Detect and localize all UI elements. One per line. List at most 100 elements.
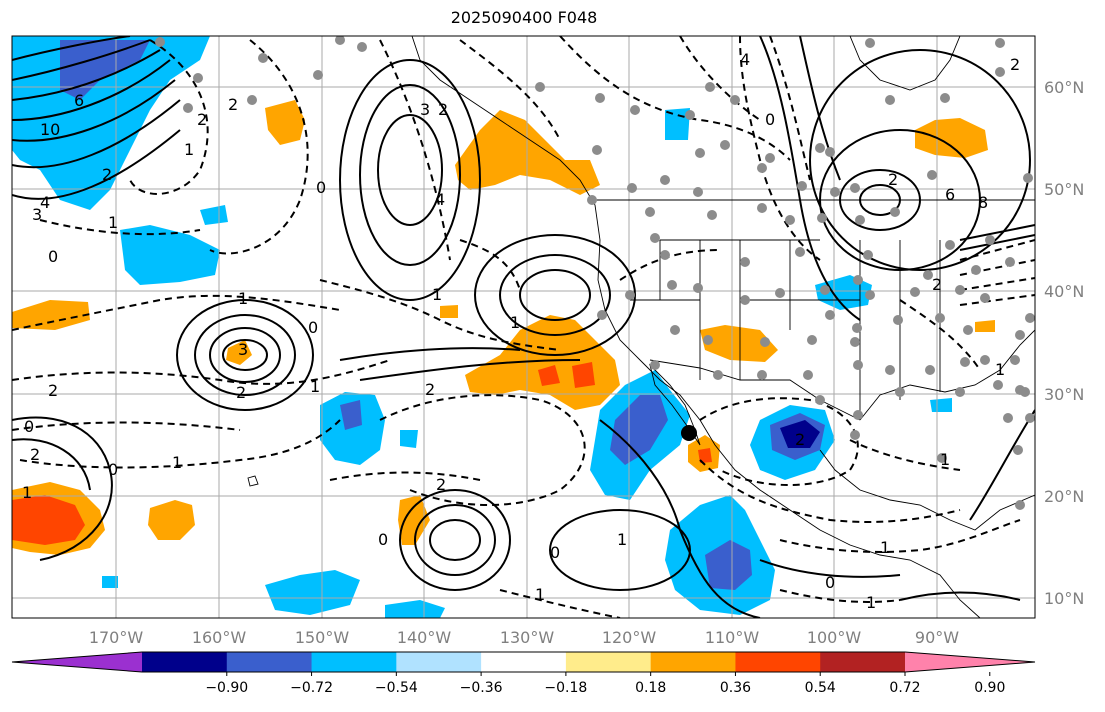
contour-label: 0 — [825, 573, 835, 592]
colorbar-extend-min — [12, 652, 142, 672]
lat-label: 40°N — [1044, 282, 1084, 301]
contour-label: 4 — [40, 193, 50, 212]
hawaii-island — [247, 475, 259, 487]
pos-anomaly-region — [440, 305, 458, 318]
contour-label: 1 — [866, 593, 876, 612]
lat-label: 50°N — [1044, 180, 1084, 199]
longitude-labels: 170°W 160°W 150°W 140°W 130°W 120°W 110°… — [89, 628, 959, 647]
colorbar-tick-label: −0.90 — [205, 680, 248, 696]
lon-label: 160°W — [192, 628, 247, 647]
contour-label: 1 — [238, 289, 248, 308]
solid-contours — [12, 36, 1035, 618]
colorbar-tick-label: −0.36 — [460, 680, 503, 696]
colorbar-swatch — [481, 652, 567, 672]
neg-anomaly-region — [200, 205, 228, 225]
colorbar-tick-label: 0.18 — [635, 680, 666, 696]
hudson-bay-coastline — [849, 36, 961, 91]
pos-anomaly-region — [12, 495, 85, 545]
contour-label: 1 — [310, 377, 320, 396]
neg-anomaly-region — [780, 420, 820, 448]
pos-anomaly-region — [538, 365, 560, 386]
lat-label: 30°N — [1044, 385, 1084, 404]
colorbar-tick-label: 0.54 — [805, 680, 836, 696]
us-mexico-border — [649, 359, 861, 421]
contour-label: 2 — [228, 95, 238, 114]
lon-label: 90°W — [915, 628, 959, 647]
lat-label: 10°N — [1044, 589, 1084, 608]
colorbar-tick-label: 0.90 — [974, 680, 1005, 696]
lat-label: 60°N — [1044, 78, 1084, 97]
contour-label: 2 — [932, 275, 942, 294]
colorbar-swatch — [311, 652, 397, 672]
colorbar-swatch — [735, 652, 821, 672]
neg-anomaly-region — [930, 398, 952, 412]
contour-label: 0 — [550, 543, 560, 562]
colorbar-swatch — [565, 652, 652, 672]
contour-label: 8 — [978, 193, 988, 212]
contour-label: 2 — [795, 430, 805, 449]
colorbar-tick-label: −0.72 — [290, 680, 333, 696]
pos-anomaly-region — [12, 300, 90, 330]
mexico-coastline — [819, 449, 1035, 531]
contour-label: 1 — [995, 360, 1005, 379]
colorbar-tick-label: −0.18 — [544, 680, 587, 696]
baja-california-coastline — [649, 363, 701, 446]
contour-label: 2 — [197, 110, 207, 129]
contour-label: 2 — [48, 381, 58, 400]
anomaly-shading — [12, 36, 995, 618]
pos-anomaly-region — [265, 100, 305, 145]
contour-label: 4 — [740, 50, 750, 69]
pos-anomaly-region — [700, 325, 778, 362]
contour-label: 3 — [238, 340, 248, 359]
contour-label: 1 — [432, 285, 442, 304]
contour-label: 1 — [184, 140, 194, 159]
contour-label: 0 — [108, 460, 118, 479]
colorbar-extend-max — [905, 652, 1035, 672]
colorbar-outline — [11, 651, 1036, 673]
neg-anomaly-region — [400, 430, 418, 448]
contour-label: 0 — [765, 110, 775, 129]
contour-label: 1 — [940, 450, 950, 469]
lon-label: 140°W — [397, 628, 452, 647]
lon-label: 130°W — [500, 628, 555, 647]
colorbar-swatch — [650, 652, 736, 672]
colorbar-swatch — [142, 652, 228, 672]
colorbar-tick-label: 0.72 — [889, 680, 920, 696]
colorbar-tick-label: −0.54 — [375, 680, 418, 696]
contour-label: 1 — [535, 585, 545, 604]
contour-label: 2 — [888, 170, 898, 189]
contour-label: 3 — [32, 205, 42, 224]
contour-label: 6 — [945, 185, 955, 204]
contour-label: 1 — [172, 453, 182, 472]
lat-label: 20°N — [1044, 487, 1084, 506]
contour-label: 2 — [30, 445, 40, 464]
contour-label: 1 — [22, 483, 32, 502]
colorbar-swatch — [396, 652, 482, 672]
lon-label: 170°W — [89, 628, 144, 647]
neg-anomaly-region — [340, 400, 362, 430]
contour-labels: 0 1 2 3 4 6 1 0 1 2 0 2 3 2 1 0 1 2 0 1 2… — [22, 50, 1020, 612]
colorbar-swatch — [820, 652, 906, 672]
colorbar-swatch — [226, 652, 313, 672]
neg-anomaly-region — [385, 600, 445, 618]
station-dots — [155, 36, 1035, 510]
neg-anomaly-region — [610, 395, 668, 465]
contour-label: 0 — [378, 530, 388, 549]
pos-anomaly-region — [975, 320, 995, 332]
contour-label: 0 — [316, 178, 326, 197]
contour-label: 1 — [108, 213, 118, 232]
lon-label: 150°W — [295, 628, 350, 647]
contour-label: 2 — [425, 380, 435, 399]
contour-label: 0 — [24, 417, 34, 436]
north-america-coastline — [411, 36, 981, 618]
graticule — [12, 36, 1035, 618]
coastlines — [247, 36, 1035, 618]
contour-label: 0 — [308, 318, 318, 337]
neg-anomaly-region — [120, 225, 220, 285]
neg-anomaly-region — [102, 576, 118, 588]
pos-anomaly-region — [148, 500, 195, 540]
pos-anomaly-region — [915, 118, 988, 158]
contour-label: 4 — [435, 190, 445, 209]
contour-label: 6 — [74, 91, 84, 110]
